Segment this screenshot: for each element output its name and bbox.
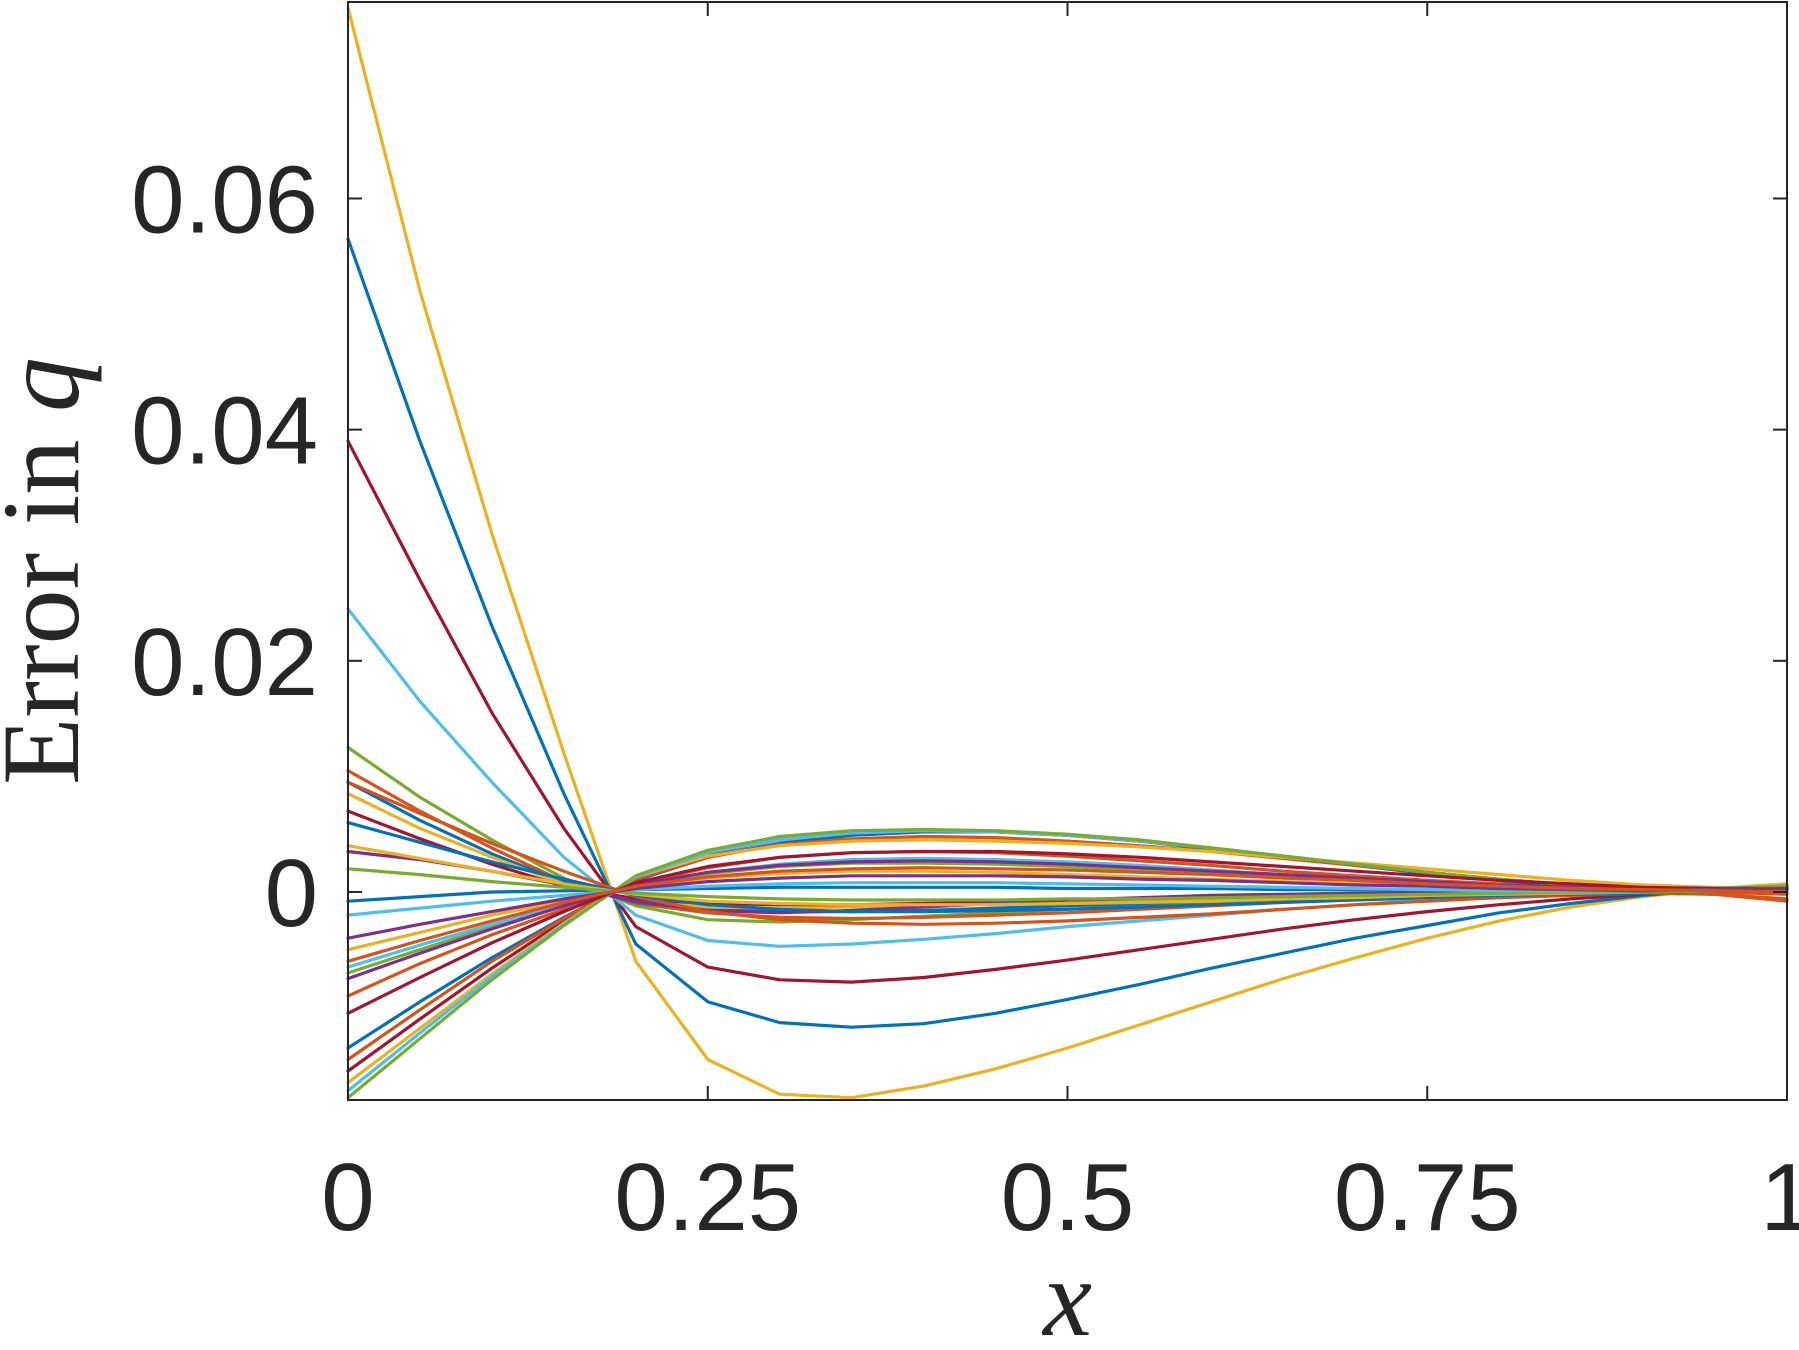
series-line-1 [346,6,1789,1100]
x-tick-label: 0.25 [614,1144,801,1251]
x-tick-label: 0 [321,1144,374,1251]
x-axis-ticks: 0 0.25 0.5 0.75 1 [321,2,1799,1251]
series-line-3 [346,439,1789,984]
y-axis-label-var: q [0,357,102,412]
series-line-2 [346,237,1789,1029]
x-tick-label: 0.5 [1001,1144,1134,1251]
series-lines [346,6,1789,1100]
x-axis-label-var: x [1041,1237,1092,1350]
y-tick-label: 0.06 [131,146,318,253]
y-axis-ticks: 0 0.02 0.04 0.06 [131,146,1787,947]
y-tick-label: 0 [265,840,318,947]
y-axis-label: Error in q [0,357,102,785]
series-line-23 [346,849,1789,1015]
x-axis-label: x [1041,1237,1092,1350]
y-tick-label: 0.04 [131,378,318,485]
series-line-30 [346,866,1789,963]
axes-box [347,1,1788,1101]
y-axis-label-prefix: Error in [0,412,102,785]
x-tick-label: 1 [1760,1144,1799,1251]
x-tick-label: 0.75 [1334,1144,1521,1251]
y-tick-label: 0.02 [131,609,318,716]
